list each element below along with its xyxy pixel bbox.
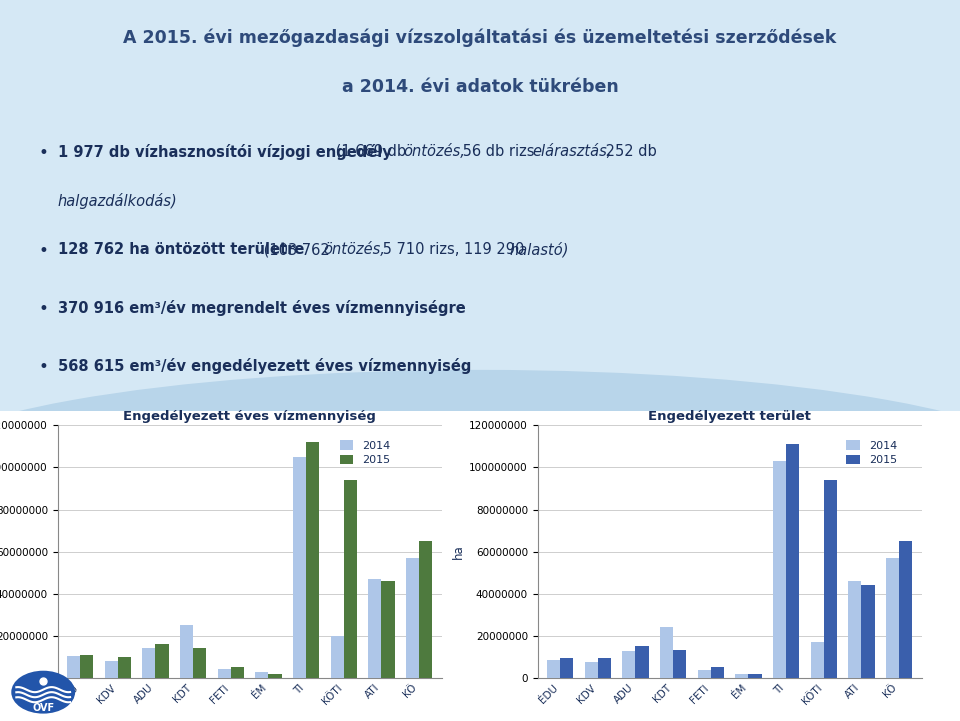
Bar: [899, 541, 912, 678]
Bar: [67, 655, 81, 678]
Bar: [824, 480, 837, 678]
Bar: [406, 558, 419, 678]
Text: öntözés,: öntözés,: [324, 242, 385, 257]
Bar: [622, 652, 636, 678]
Bar: [81, 655, 93, 678]
Bar: [381, 581, 395, 678]
Bar: [218, 669, 230, 678]
Bar: [255, 673, 269, 678]
Text: •: •: [38, 242, 48, 260]
Text: 1 977 db vízhasznosítói vízjogi engedély: 1 977 db vízhasznosítói vízjogi engedély: [58, 144, 392, 160]
Bar: [861, 585, 875, 678]
Text: (103 762: (103 762: [259, 242, 335, 257]
Text: 56 db rizs: 56 db rizs: [458, 144, 540, 159]
Title: Engedélyezett terület: Engedélyezett terület: [648, 410, 811, 423]
Bar: [660, 627, 673, 678]
Text: elárasztás,: elárasztás,: [533, 144, 612, 159]
Bar: [180, 625, 193, 678]
Text: OVF: OVF: [32, 703, 55, 713]
Bar: [710, 667, 724, 678]
Bar: [193, 648, 206, 678]
Text: 252 db: 252 db: [601, 144, 657, 159]
Bar: [105, 661, 118, 678]
Text: 568 615 em³/év engedélyezett éves vízmennyiség: 568 615 em³/év engedélyezett éves vízmen…: [58, 358, 471, 373]
Text: halastó): halastó): [510, 242, 569, 258]
Text: A 2015. évi mezőgazdasági vízszolgáltatási és üzemeltetési szerződések: A 2015. évi mezőgazdasági vízszolgáltatá…: [124, 29, 836, 48]
Text: •: •: [38, 300, 48, 318]
Bar: [142, 648, 156, 678]
Text: (1 669 db: (1 669 db: [331, 144, 411, 159]
Bar: [330, 636, 344, 678]
Text: halgazdálkodás): halgazdálkodás): [58, 193, 178, 209]
Text: 370 916 em³/év megrendelt éves vízmennyiségre: 370 916 em³/év megrendelt éves vízmennyi…: [58, 300, 466, 316]
Ellipse shape: [12, 671, 75, 714]
Bar: [547, 660, 561, 678]
Text: öntözés,: öntözés,: [403, 144, 465, 159]
Text: 128 762 ha öntözött területre: 128 762 ha öntözött területre: [58, 242, 304, 257]
Text: •: •: [38, 144, 48, 162]
Bar: [786, 444, 800, 678]
Bar: [156, 644, 169, 678]
Bar: [230, 667, 244, 678]
Ellipse shape: [0, 370, 960, 575]
Text: 5 710 rizs, 119 290: 5 710 rizs, 119 290: [378, 242, 529, 257]
Bar: [810, 642, 824, 678]
Bar: [749, 673, 761, 678]
Bar: [698, 671, 710, 678]
Bar: [886, 558, 899, 678]
Y-axis label: ha: ha: [452, 544, 465, 559]
Bar: [344, 480, 357, 678]
Bar: [598, 658, 611, 678]
Text: a 2014. évi adatok tükrében: a 2014. évi adatok tükrében: [342, 78, 618, 96]
Bar: [369, 579, 381, 678]
Bar: [293, 457, 306, 678]
Bar: [735, 673, 749, 678]
Legend: 2014, 2015: 2014, 2015: [842, 436, 901, 470]
Bar: [269, 673, 281, 678]
Bar: [118, 657, 131, 678]
Bar: [419, 541, 432, 678]
Title: Engedélyezett éves vízmennyiség: Engedélyezett éves vízmennyiség: [123, 410, 376, 423]
Bar: [773, 461, 786, 678]
Bar: [306, 442, 320, 678]
Bar: [585, 662, 598, 678]
Legend: 2014, 2015: 2014, 2015: [335, 436, 395, 470]
Bar: [561, 658, 573, 678]
Bar: [849, 581, 861, 678]
Bar: [636, 646, 649, 678]
Text: •: •: [38, 358, 48, 376]
Bar: [673, 650, 686, 678]
